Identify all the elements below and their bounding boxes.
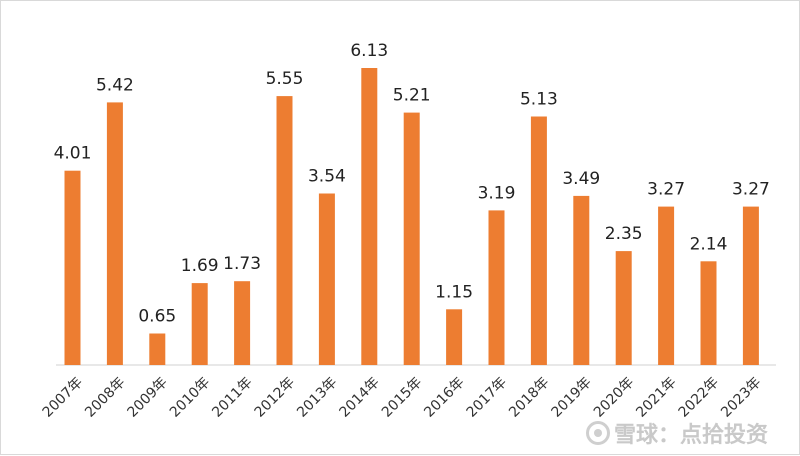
value-label: 2.35 — [605, 224, 643, 244]
bar-2018年 — [530, 116, 547, 365]
x-tick-label: 2014年 — [336, 374, 382, 420]
bar-2007年 — [64, 170, 81, 365]
x-tick-label: 2011年 — [209, 374, 255, 420]
value-label: 5.55 — [266, 69, 304, 89]
value-label: 3.27 — [732, 180, 770, 200]
x-tick-label: 2020年 — [591, 374, 637, 420]
watermark: 雪球：点拾投资 — [586, 417, 768, 449]
value-label: 3.19 — [478, 183, 516, 203]
value-label: 5.21 — [393, 86, 431, 106]
bar-2023年 — [742, 206, 759, 365]
x-tick-label: 2013年 — [294, 374, 340, 420]
value-label: 3.27 — [647, 180, 685, 200]
x-tick-label: 2008年 — [82, 374, 128, 420]
x-tick-label: 2023年 — [718, 374, 764, 420]
x-tick-label: 2022年 — [676, 374, 722, 420]
value-labels-group: 4.01 5.42 0.65 1.69 1.73 5.55 3.54 6.13 5.21 1.15… — [54, 41, 770, 327]
value-label: 5.13 — [520, 90, 558, 110]
x-tick-label: 2018年 — [506, 374, 552, 420]
x-tick-label: 2016年 — [421, 374, 467, 420]
x-tick-label: 2017年 — [464, 374, 510, 420]
bar-2009年 — [149, 333, 166, 365]
x-tick-label: 2007年 — [40, 374, 86, 420]
value-label: 3.54 — [308, 167, 346, 187]
bar-2017年 — [488, 210, 505, 365]
value-label: 0.65 — [138, 307, 176, 327]
value-label: 1.73 — [223, 254, 261, 274]
bar-2019年 — [573, 195, 590, 365]
value-label: 1.69 — [181, 256, 219, 276]
value-label: 1.15 — [435, 282, 473, 302]
value-label: 2.14 — [690, 234, 728, 254]
x-tick-label: 2015年 — [379, 374, 425, 420]
value-label: 3.49 — [562, 169, 600, 189]
bar-2012年 — [276, 96, 293, 365]
snowball-logo-icon — [586, 421, 610, 445]
value-label: 6.13 — [350, 41, 388, 61]
bar-2016年 — [446, 309, 463, 365]
x-tick-label: 2010年 — [167, 374, 213, 420]
x-tick-label: 2009年 — [124, 374, 170, 420]
bar-2021年 — [658, 206, 675, 365]
bar-2011年 — [234, 281, 251, 365]
value-label: 4.01 — [54, 144, 92, 164]
bar-2008年 — [106, 102, 123, 366]
bar-2022年 — [700, 261, 717, 365]
x-tick-label: 2019年 — [548, 374, 594, 420]
bars-group — [64, 68, 759, 366]
value-label: 5.42 — [96, 75, 134, 95]
bar-2015年 — [403, 112, 420, 365]
watermark-text: 雪球：点拾投资 — [614, 423, 769, 448]
bar-2014年 — [361, 68, 378, 365]
bar-2010年 — [191, 283, 208, 365]
x-tick-label: 2012年 — [252, 374, 298, 420]
bar-2020年 — [615, 251, 632, 365]
x-tick-label: 2021年 — [633, 374, 679, 420]
bar-2013年 — [318, 193, 335, 365]
x-tick-labels-group: 2007年2008年2009年2010年2011年2012年2013年2014年… — [40, 374, 765, 420]
